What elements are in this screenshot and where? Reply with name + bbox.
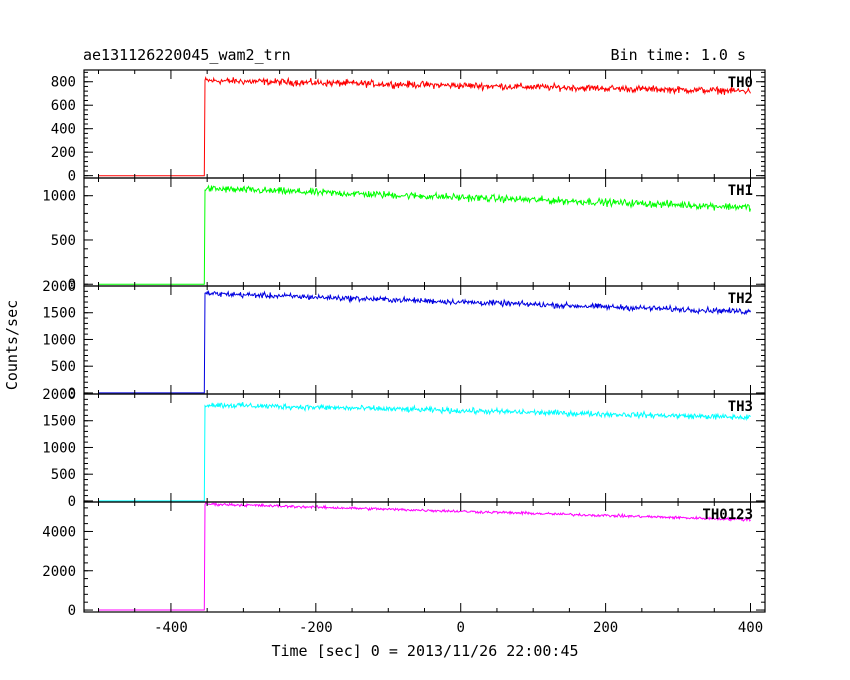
y-tick-label: 0 [68,386,76,402]
y-tick-label: 2000 [42,387,76,403]
y-tick-label: 500 [51,359,76,375]
panel-label-th2: TH2 [728,291,753,307]
y-tick-label: 1000 [42,332,76,348]
y-tick-label: 1000 [42,440,76,456]
x-tick-label: 400 [738,620,763,636]
panel-th1: 0 500 1000 TH1 [42,177,766,293]
y-tick-label: 0 [68,494,76,510]
panel-label-th0123: TH0123 [702,507,753,523]
series-line-th2 [98,289,751,394]
bin-time-label: Bin time: 1.0 s [611,46,746,64]
y-tick-label: 500 [51,233,76,249]
y-tick-label: 1500 [42,306,76,322]
y-tick-label: 800 [51,75,76,91]
y-tick-label: 0 [68,169,76,185]
y-tick-label: 500 [51,467,76,483]
y-tick-label: 0 [68,277,76,293]
x-axis-title: Time [sec] 0 = 2013/11/26 22:00:45 [271,642,578,660]
x-tick-label: 0 [457,620,465,636]
series-line-th3 [98,401,751,502]
panel-label-th1: TH1 [728,183,753,199]
panels-group: 0 200 400 600 800 TH0 0 500 1000 TH1 0 500 1000 1500 2… [42,69,766,636]
y-tick-label: 400 [51,122,76,138]
y-tick-label: 600 [51,98,76,114]
x-tick-label: -200 [299,620,333,636]
panel-frame [83,177,766,287]
y-tick-label: 2000 [42,279,76,295]
y-tick-label: 0 [68,603,76,619]
series-line-th0123 [98,502,751,611]
panel-th2: 0 500 1000 1500 2000 TH2 [42,279,766,402]
y-axis-title: Counts/sec [3,300,21,390]
y-tick-label: 1500 [42,414,76,430]
y-tick-label: 200 [51,145,76,161]
x-tick-label: 200 [593,620,618,636]
panel-th0123: 0 2000 4000 TH0123 -400 -200 0 200 400 [42,501,766,636]
x-tick-label: -400 [154,620,188,636]
panel-label-th0: TH0 [728,75,753,91]
panel-th0: 0 200 400 600 800 TH0 [51,69,766,185]
chart-title: ae131126220045_wam2_trn [83,46,291,64]
series-line-th1 [98,184,751,285]
series-line-th0 [98,76,751,177]
panel-label-th3: TH3 [728,399,753,415]
y-tick-label: 4000 [42,524,76,540]
y-tick-label: 2000 [42,564,76,580]
y-tick-label: 1000 [42,189,76,205]
panel-th3: 0 500 1000 1500 2000 TH3 [42,387,766,510]
